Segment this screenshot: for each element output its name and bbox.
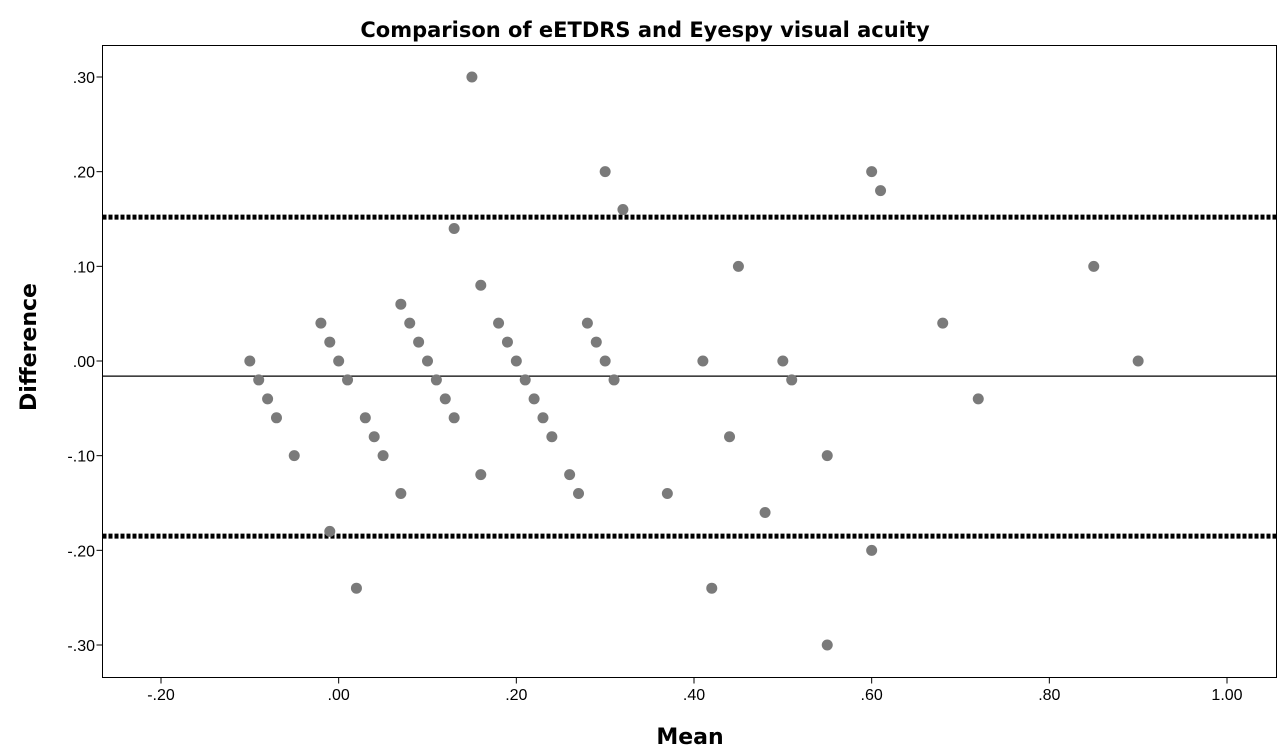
data-points (244, 71, 1144, 651)
data-point (262, 393, 274, 405)
chart-title: Comparison of eETDRS and Eyespy visual a… (360, 18, 930, 42)
data-point (1132, 355, 1144, 367)
data-point (510, 355, 522, 367)
data-point (395, 298, 407, 310)
data-point (590, 336, 602, 348)
data-point (537, 412, 549, 424)
data-point (759, 506, 771, 518)
data-point (697, 355, 709, 367)
data-point (617, 204, 629, 216)
data-point (466, 71, 478, 83)
data-point (253, 374, 265, 386)
x-tick-label: .00 (328, 687, 350, 704)
data-point (413, 336, 425, 348)
data-point (395, 488, 407, 500)
reference-lines (102, 214, 1277, 539)
y-tick-label: -.30 (67, 638, 95, 655)
data-point (475, 279, 487, 291)
data-point (599, 166, 611, 178)
data-point (972, 393, 984, 405)
data-point (377, 450, 389, 462)
y-tick-label: .10 (73, 259, 95, 276)
data-point (599, 355, 611, 367)
data-point (866, 166, 878, 178)
plot-frame (102, 45, 1277, 678)
data-point (324, 525, 336, 537)
data-point (661, 488, 673, 500)
data-point (732, 260, 744, 272)
data-point (270, 412, 282, 424)
y-tick-label: .30 (73, 70, 95, 87)
y-axis-title: Difference (17, 283, 42, 411)
y-tick-label: -.10 (67, 449, 95, 466)
x-tick-label: .20 (505, 687, 527, 704)
data-point (448, 412, 460, 424)
data-point (430, 374, 442, 386)
data-point (315, 317, 327, 329)
data-point (244, 355, 256, 367)
data-point (937, 317, 949, 329)
data-point (501, 336, 513, 348)
data-point (821, 450, 833, 462)
data-point (493, 317, 505, 329)
y-tick-label: -.20 (67, 543, 95, 560)
x-axis-title: Mean (656, 725, 723, 747)
data-point (475, 469, 487, 481)
data-point (706, 582, 718, 594)
data-point (866, 544, 878, 556)
data-point (422, 355, 433, 367)
data-point (546, 431, 558, 443)
x-tick-label: .80 (1038, 687, 1060, 704)
x-axis: -.20 .00 .20 .40 .60 .80 1.00 (147, 677, 1243, 704)
data-point (573, 488, 585, 500)
data-point (581, 317, 593, 329)
data-point (724, 431, 736, 443)
data-point (404, 317, 416, 329)
data-point (333, 355, 345, 367)
x-tick-label: 1.00 (1211, 687, 1242, 704)
x-tick-label: .60 (861, 687, 883, 704)
data-point (777, 355, 789, 367)
data-point (821, 639, 833, 651)
y-axis: .30 .20 .10 .00 -.10 -.20 -.30 (67, 70, 103, 655)
x-tick-label: -.20 (147, 687, 175, 704)
data-point (608, 374, 620, 386)
data-point (519, 374, 531, 386)
data-point (1088, 260, 1100, 272)
data-point (786, 374, 798, 386)
data-point (528, 393, 540, 405)
data-point (875, 185, 887, 197)
data-point (350, 582, 362, 594)
data-point (368, 431, 380, 443)
data-point (359, 412, 371, 424)
y-tick-label: .00 (73, 354, 95, 371)
data-point (448, 222, 460, 234)
data-point (342, 374, 354, 386)
data-point (439, 393, 451, 405)
data-point (288, 450, 300, 462)
data-point (324, 336, 336, 348)
y-tick-label: .20 (73, 165, 95, 182)
data-point (564, 469, 576, 481)
x-tick-label: .40 (683, 687, 705, 704)
